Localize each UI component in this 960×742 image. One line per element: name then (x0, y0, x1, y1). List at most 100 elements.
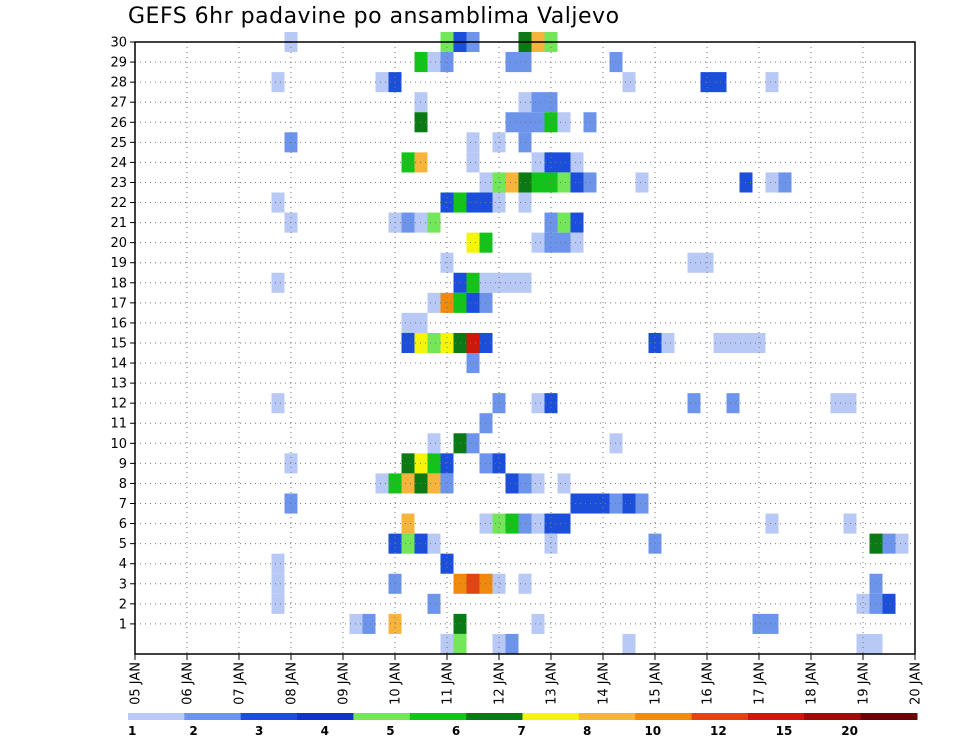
heatmap-cell (531, 92, 545, 113)
heatmap-cell (271, 393, 285, 414)
heatmap-cell (271, 593, 285, 614)
heatmap-cell (765, 172, 779, 193)
colorbar-swatch (522, 713, 580, 720)
y-tick-label: 13 (110, 377, 127, 392)
heatmap-cell (531, 112, 545, 133)
heatmap-cell (570, 172, 584, 193)
y-tick-label: 21 (110, 216, 127, 231)
heatmap-cell (570, 152, 584, 173)
heatmap-cell (570, 493, 584, 514)
heatmap-cell (830, 393, 844, 414)
colorbar-label: 15 (776, 724, 793, 738)
heatmap-cell (622, 493, 636, 514)
heatmap-cell (271, 72, 285, 93)
heatmap-cell (622, 633, 636, 654)
heatmap-cell (557, 172, 571, 193)
y-tick-label: 12 (110, 397, 127, 412)
x-tick-label: 06 JAN (181, 662, 196, 705)
y-tick-label: 11 (110, 417, 127, 432)
colorbar-label: 10 (644, 724, 661, 738)
heatmap-cell (466, 332, 480, 354)
x-tick-label: 12 JAN (493, 662, 508, 705)
heatmap-cell (440, 553, 454, 574)
y-tick-label: 27 (110, 96, 127, 111)
heatmap-cell (882, 533, 896, 554)
heatmap-cell (440, 633, 454, 654)
heatmap-cell (492, 513, 506, 534)
heatmap-cell (726, 393, 740, 414)
colorbar-swatch (691, 713, 749, 720)
x-tick-label: 14 JAN (597, 662, 612, 705)
chart-title: GEFS 6hr padavine po ansamblima Valjevo (128, 4, 620, 29)
heatmap-cell (401, 513, 415, 534)
colorbar-swatch (466, 713, 523, 720)
heatmap-cell (401, 332, 415, 354)
y-tick-label: 9 (119, 457, 127, 472)
heatmap-cell (570, 212, 584, 233)
heatmap-cell (557, 212, 571, 233)
heatmap-cell (492, 453, 506, 474)
colorbar-label: 8 (583, 724, 591, 738)
y-tick-label: 2 (119, 597, 127, 612)
x-axis-ticks: 05 JAN 06 JAN 07 JAN 08 JAN 09 JAN 10 JAN 11 J… (129, 654, 924, 705)
heatmap-cell (271, 573, 285, 594)
heatmap-cell (505, 112, 519, 133)
colorbar-label: 3 (255, 724, 263, 738)
colorbar-label: 1 (128, 724, 136, 738)
y-tick-label: 22 (110, 196, 127, 211)
heatmap-cell (427, 212, 441, 233)
heatmap-cell (635, 493, 649, 514)
heatmap-cell (440, 453, 454, 474)
heatmap-cell (765, 72, 779, 93)
heatmap-cell (401, 473, 415, 494)
colorbar-label: 5 (386, 724, 394, 738)
heatmap-cell (505, 513, 519, 534)
colorbar-swatch (409, 713, 467, 720)
heatmap-cell (427, 593, 441, 614)
x-tick-label: 09 JAN (337, 662, 352, 705)
y-tick-label: 19 (110, 256, 127, 271)
heatmap-cell (687, 393, 701, 414)
heatmap-cell (557, 152, 571, 173)
heatmap-cell (557, 513, 571, 534)
heatmap-cell (557, 112, 571, 133)
y-axis-ticks: 1234567891011121314151617181920212223242… (110, 36, 135, 632)
heatmap-cell (531, 152, 545, 173)
heatmap-cell (661, 332, 675, 354)
heatmap-cell (401, 212, 415, 233)
colorbar-label: 4 (321, 724, 329, 738)
y-tick-label: 10 (110, 437, 127, 452)
x-tick-label: 13 JAN (545, 662, 560, 705)
colorbar-label: 2 (189, 724, 197, 738)
colorbar-swatch (804, 713, 862, 720)
y-tick-label: 16 (110, 316, 127, 331)
heatmap-cell (271, 553, 285, 574)
heatmap-cell (635, 172, 649, 193)
heatmap-cell (570, 232, 584, 253)
heatmap-cell (427, 433, 441, 454)
heatmap-cell (765, 513, 779, 534)
y-tick-label: 17 (110, 296, 127, 311)
heatmap-cell (869, 633, 883, 654)
heatmap-cell (271, 272, 285, 293)
heatmap-cell (505, 272, 519, 293)
heatmap-cell (375, 72, 389, 93)
y-tick-label: 25 (110, 136, 127, 151)
heatmap-cell (466, 292, 480, 313)
heatmap-cell (505, 473, 519, 494)
plot-frame (134, 41, 916, 655)
colorbar-swatch (240, 713, 298, 720)
heatmap-cell (362, 613, 376, 634)
heatmap-cell (466, 353, 480, 374)
heatmap-cell (440, 473, 454, 494)
heatmap-cell (596, 493, 610, 514)
heatmap-cell (427, 453, 441, 474)
heatmap-cell (505, 52, 519, 73)
y-tick-label: 4 (119, 557, 127, 572)
heatmap-cell (557, 232, 571, 253)
y-tick-label: 24 (110, 156, 127, 171)
heatmap-cell (427, 292, 441, 313)
heatmap-cell (752, 613, 766, 634)
colorbar-label: 20 (841, 724, 858, 738)
